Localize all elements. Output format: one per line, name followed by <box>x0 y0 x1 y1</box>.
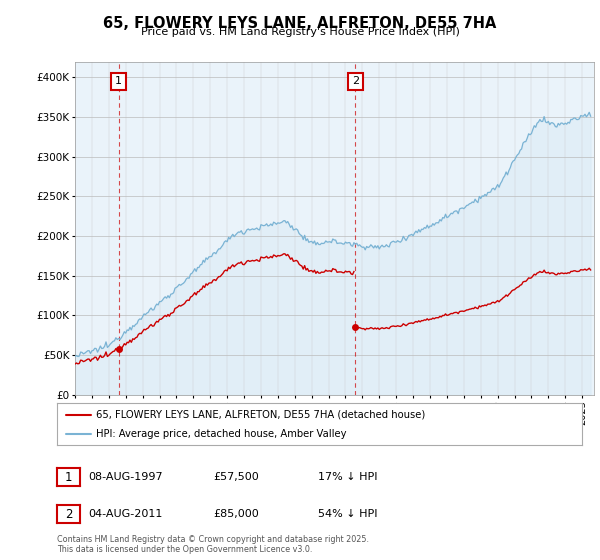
Text: 1: 1 <box>115 76 122 86</box>
Text: £85,000: £85,000 <box>213 509 259 519</box>
Text: 1: 1 <box>65 470 72 484</box>
Text: 17% ↓ HPI: 17% ↓ HPI <box>318 472 377 482</box>
Text: 65, FLOWERY LEYS LANE, ALFRETON, DE55 7HA: 65, FLOWERY LEYS LANE, ALFRETON, DE55 7H… <box>103 16 497 31</box>
Text: 65, FLOWERY LEYS LANE, ALFRETON, DE55 7HA (detached house): 65, FLOWERY LEYS LANE, ALFRETON, DE55 7H… <box>97 409 425 419</box>
Text: 2: 2 <box>65 507 72 521</box>
Text: £57,500: £57,500 <box>213 472 259 482</box>
Text: 2: 2 <box>352 76 359 86</box>
Text: Contains HM Land Registry data © Crown copyright and database right 2025.
This d: Contains HM Land Registry data © Crown c… <box>57 535 369 554</box>
Text: Price paid vs. HM Land Registry's House Price Index (HPI): Price paid vs. HM Land Registry's House … <box>140 27 460 37</box>
Text: 04-AUG-2011: 04-AUG-2011 <box>88 509 163 519</box>
Text: 54% ↓ HPI: 54% ↓ HPI <box>318 509 377 519</box>
Text: 08-AUG-1997: 08-AUG-1997 <box>88 472 163 482</box>
Text: HPI: Average price, detached house, Amber Valley: HPI: Average price, detached house, Ambe… <box>97 429 347 439</box>
